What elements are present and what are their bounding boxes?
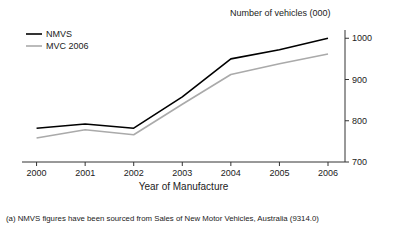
y-tick-label: 700: [352, 157, 367, 167]
chart: 2000 2001 2002 2003 2004 2005 2006 Year of Manu…: [0, 0, 397, 227]
x-tick-label: 2003: [172, 168, 192, 178]
legend-label: MVC 2006: [46, 41, 89, 51]
y-tick: [345, 38, 349, 39]
chart-container: 2000 2001 2002 2003 2004 2005 2006 Year of Manu…: [0, 0, 397, 227]
x-tick-label: 2004: [221, 168, 241, 178]
x-tick-label: 2002: [124, 168, 144, 178]
legend-swatch: [26, 33, 42, 35]
y-tick: [345, 120, 349, 121]
y-tick-label: 800: [352, 116, 367, 126]
x-axis-line: [22, 162, 345, 163]
x-tick: [182, 162, 183, 166]
footnote: (a) NMVS figures have been sourced from …: [6, 214, 319, 223]
legend-label: NMVS: [46, 29, 72, 39]
y-tick-label: 1000: [352, 33, 372, 43]
x-tick: [328, 162, 329, 166]
x-tick-label: 2000: [27, 168, 47, 178]
x-tick-label: 2001: [75, 168, 95, 178]
legend-swatch: [26, 45, 42, 47]
y-axis-line: [345, 30, 346, 162]
x-tick: [230, 162, 231, 166]
x-tick-label: 2005: [269, 168, 289, 178]
y-axis-label: Number of vehicles (000): [230, 8, 331, 18]
x-tick: [279, 162, 280, 166]
x-tick-label: 2006: [318, 168, 338, 178]
y-tick: [345, 79, 349, 80]
y-tick: [345, 162, 349, 163]
y-tick-label: 900: [352, 75, 367, 85]
series-line: [37, 54, 328, 138]
plot-area: [37, 38, 328, 138]
x-tick: [133, 162, 134, 166]
legend: NMVS MVC 2006: [26, 29, 89, 51]
x-axis-label: Year of Manufacture: [139, 181, 229, 192]
x-tick: [36, 162, 37, 166]
x-tick: [85, 162, 86, 166]
series-line: [37, 38, 328, 128]
